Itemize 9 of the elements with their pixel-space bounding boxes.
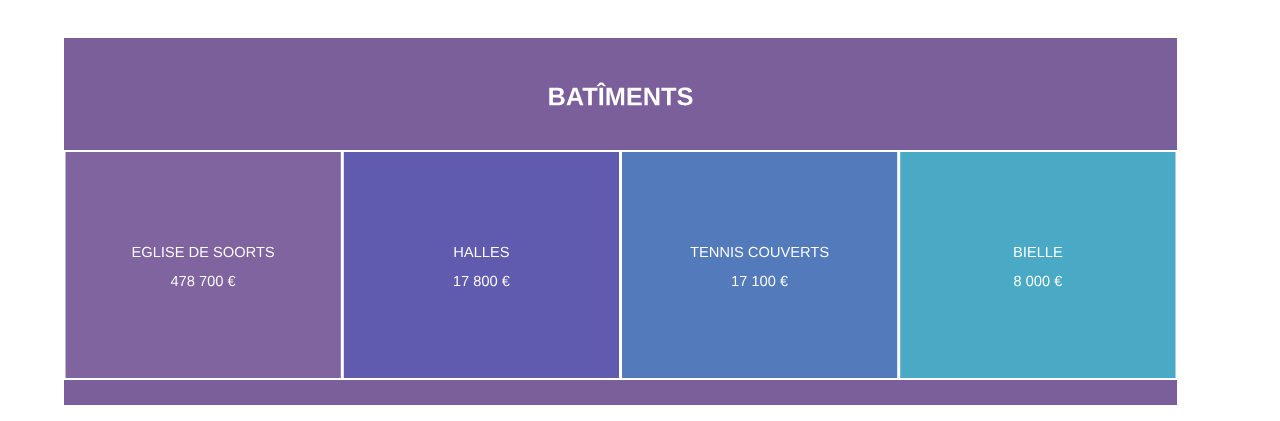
data-label: 8 000 € <box>1014 275 1063 287</box>
data-label: 17 800 € <box>453 275 510 287</box>
category-label: BIELLE <box>1014 246 1063 258</box>
category-label: TENNIS COUVERTS <box>690 246 829 258</box>
data-label: 17 100 € <box>732 275 788 287</box>
category-label: EGLISE DE SOORTS <box>132 246 275 258</box>
data-label: 478 700 € <box>170 275 236 287</box>
text: BATÎMENTS <box>549 82 693 106</box>
category-label: HALLES <box>454 246 509 258</box>
